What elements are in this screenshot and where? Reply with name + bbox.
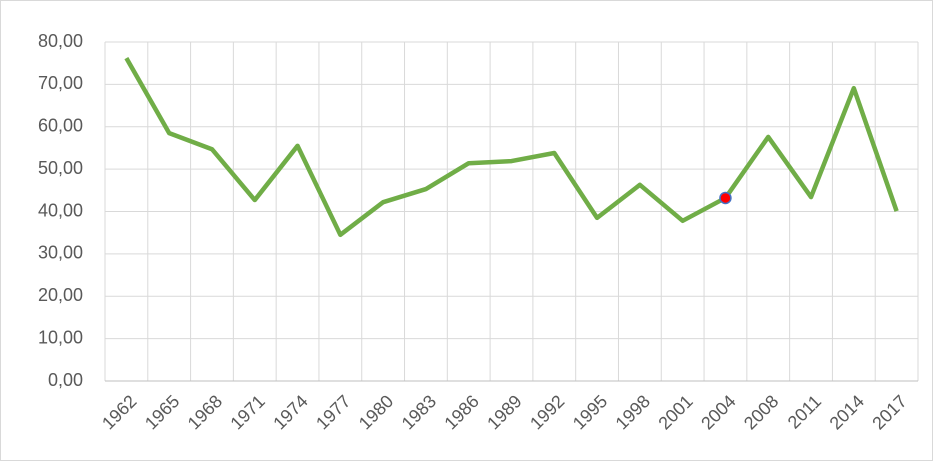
y-tick-label: 60,00 (38, 116, 83, 136)
y-tick-label: 0,00 (48, 370, 83, 390)
y-tick-label: 80,00 (38, 31, 83, 51)
y-tick-label: 10,00 (38, 327, 83, 347)
y-tick-label: 20,00 (38, 285, 83, 305)
highlight-marker (719, 191, 732, 205)
y-tick-label: 70,00 (38, 73, 83, 93)
y-tick-label: 50,00 (38, 158, 83, 178)
y-tick-label: 30,00 (38, 243, 83, 263)
line-series (124, 56, 899, 238)
y-tick-label: 40,00 (38, 200, 83, 220)
